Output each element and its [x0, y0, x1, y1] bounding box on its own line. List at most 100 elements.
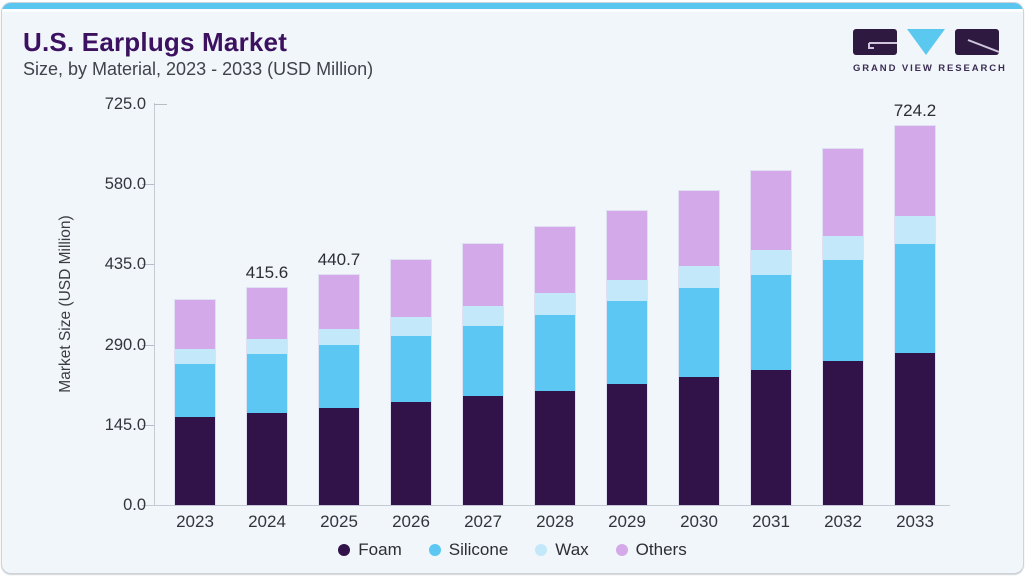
bar-segment-silicone-2028 [535, 314, 575, 392]
legend-item-silicone: Silicone [428, 540, 509, 560]
legend-label-wax: Wax [555, 540, 589, 559]
bar-segment-wax-2031 [751, 250, 791, 275]
x-axis-line [142, 505, 950, 506]
bar-2027 [462, 243, 504, 506]
y-tick-290.0 [142, 345, 154, 346]
bar-segment-others-2033 [895, 126, 935, 217]
gvr-logo: GRAND VIEW RESEARCH [853, 29, 1005, 74]
bar-segment-foam-2023 [175, 417, 215, 505]
y-tick-label-725.0: 725.0 [104, 95, 146, 113]
legend-item-wax: Wax [535, 540, 589, 560]
bar-2029 [606, 210, 648, 506]
bar-segment-foam-2033 [895, 352, 935, 505]
bar-segment-others-2027 [463, 244, 503, 307]
legend-label-silicone: Silicone [448, 540, 509, 559]
bar-segment-wax-2028 [535, 292, 575, 315]
bar-2028 [534, 226, 576, 506]
y-tick-725.0 [154, 104, 167, 105]
bar-segment-silicone-2029 [607, 301, 647, 384]
x-tick-2031: 2031 [752, 512, 790, 531]
chart-subtitle: Size, by Material, 2023 - 2033 (USD Mill… [23, 59, 374, 79]
y-tick-label-0.0: 0.0 [123, 496, 146, 514]
y-tick-145.0 [142, 425, 154, 426]
legend-dot-wax-icon [535, 544, 548, 556]
y-axis-line [154, 103, 155, 506]
bar-segment-others-2031 [751, 170, 791, 251]
bar-segment-wax-2026 [391, 316, 431, 337]
bar-segment-others-2023 [175, 300, 215, 349]
gvr-logo-marks [853, 29, 999, 56]
bar-segment-foam-2030 [679, 377, 719, 505]
bar-segment-silicone-2030 [679, 287, 719, 378]
y-tick-label-580.0: 580.0 [104, 175, 146, 193]
y-tick-label-435.0: 435.0 [104, 255, 146, 273]
bar-segment-foam-2028 [535, 391, 575, 505]
bar-segment-wax-2033 [895, 216, 935, 244]
bar-2025 [318, 273, 360, 506]
accent-bar-gap [2, 9, 1023, 12]
bar-total-label-2033: 724.2 [893, 101, 937, 121]
chart-title: U.S. Earplugs Market [23, 27, 288, 57]
x-tick-2027: 2027 [464, 512, 502, 531]
bar-segment-others-2024 [247, 287, 287, 339]
bar-segment-silicone-2026 [391, 336, 431, 403]
bar-segment-silicone-2023 [175, 363, 215, 418]
bar-2033 [894, 125, 936, 506]
bar-segment-foam-2027 [463, 395, 503, 505]
legend-label-others: Others [635, 540, 687, 559]
x-tick-2024: 2024 [248, 512, 286, 531]
legend-item-others: Others [615, 540, 687, 560]
bar-2024 [246, 286, 288, 506]
bar-segment-silicone-2031 [751, 274, 791, 370]
bar-segment-others-2029 [607, 211, 647, 281]
x-tick-2025: 2025 [320, 512, 358, 531]
bar-segment-foam-2031 [751, 369, 791, 505]
bar-segment-others-2025 [319, 274, 359, 329]
bar-2030 [678, 190, 720, 506]
accent-top-bar [2, 3, 1023, 9]
chart-legend: Foam Silicone Wax Others [2, 540, 1023, 560]
x-tick-2028: 2028 [536, 512, 574, 531]
legend-dot-silicone-icon [428, 544, 441, 556]
bar-segment-others-2032 [823, 148, 863, 237]
bar-segment-silicone-2024 [247, 353, 287, 413]
y-axis-title: Market Size (USD Million) [57, 215, 74, 393]
legend-item-foam: Foam [338, 540, 402, 560]
bar-segment-silicone-2025 [319, 344, 359, 408]
logo-r-glyph [967, 39, 999, 53]
x-tick-2026: 2026 [392, 512, 430, 531]
bar-2023 [174, 299, 216, 506]
bar-total-label-2024: 415.6 [245, 262, 289, 282]
bar-segment-silicone-2027 [463, 325, 503, 396]
bar-segment-foam-2032 [823, 361, 863, 505]
bar-segment-wax-2027 [463, 306, 503, 326]
bar-segment-foam-2029 [607, 383, 647, 505]
bar-segment-foam-2024 [247, 412, 287, 505]
y-tick-435.0 [142, 264, 154, 265]
x-tick-2032: 2032 [824, 512, 862, 531]
bar-2032 [822, 147, 864, 506]
bar-segment-wax-2030 [679, 266, 719, 288]
bar-segment-foam-2026 [391, 402, 431, 505]
x-tick-2023: 2023 [176, 512, 214, 531]
x-tick-2030: 2030 [680, 512, 718, 531]
logo-g-glyph [868, 42, 897, 49]
legend-dot-foam-icon [338, 544, 351, 556]
logo-v-triangle-icon [907, 29, 945, 55]
bar-2026 [390, 258, 432, 506]
bar-segment-silicone-2032 [823, 259, 863, 362]
stacked-bar-chart: Market Size (USD Million) Foam Silicone Wa… [2, 3, 1023, 573]
y-tick-label-290.0: 290.0 [104, 336, 146, 354]
x-tick-2033: 2033 [896, 512, 934, 531]
y-tick-580.0 [142, 184, 154, 185]
logo-g-block [853, 29, 897, 55]
bar-segment-wax-2023 [175, 348, 215, 364]
bar-segment-wax-2025 [319, 328, 359, 345]
bar-segment-others-2028 [535, 227, 575, 293]
bar-segment-wax-2029 [607, 280, 647, 302]
bar-segment-foam-2025 [319, 407, 359, 505]
bar-segment-wax-2032 [823, 236, 863, 260]
y-tick-label-145.0: 145.0 [104, 416, 146, 434]
x-tick-2029: 2029 [608, 512, 646, 531]
